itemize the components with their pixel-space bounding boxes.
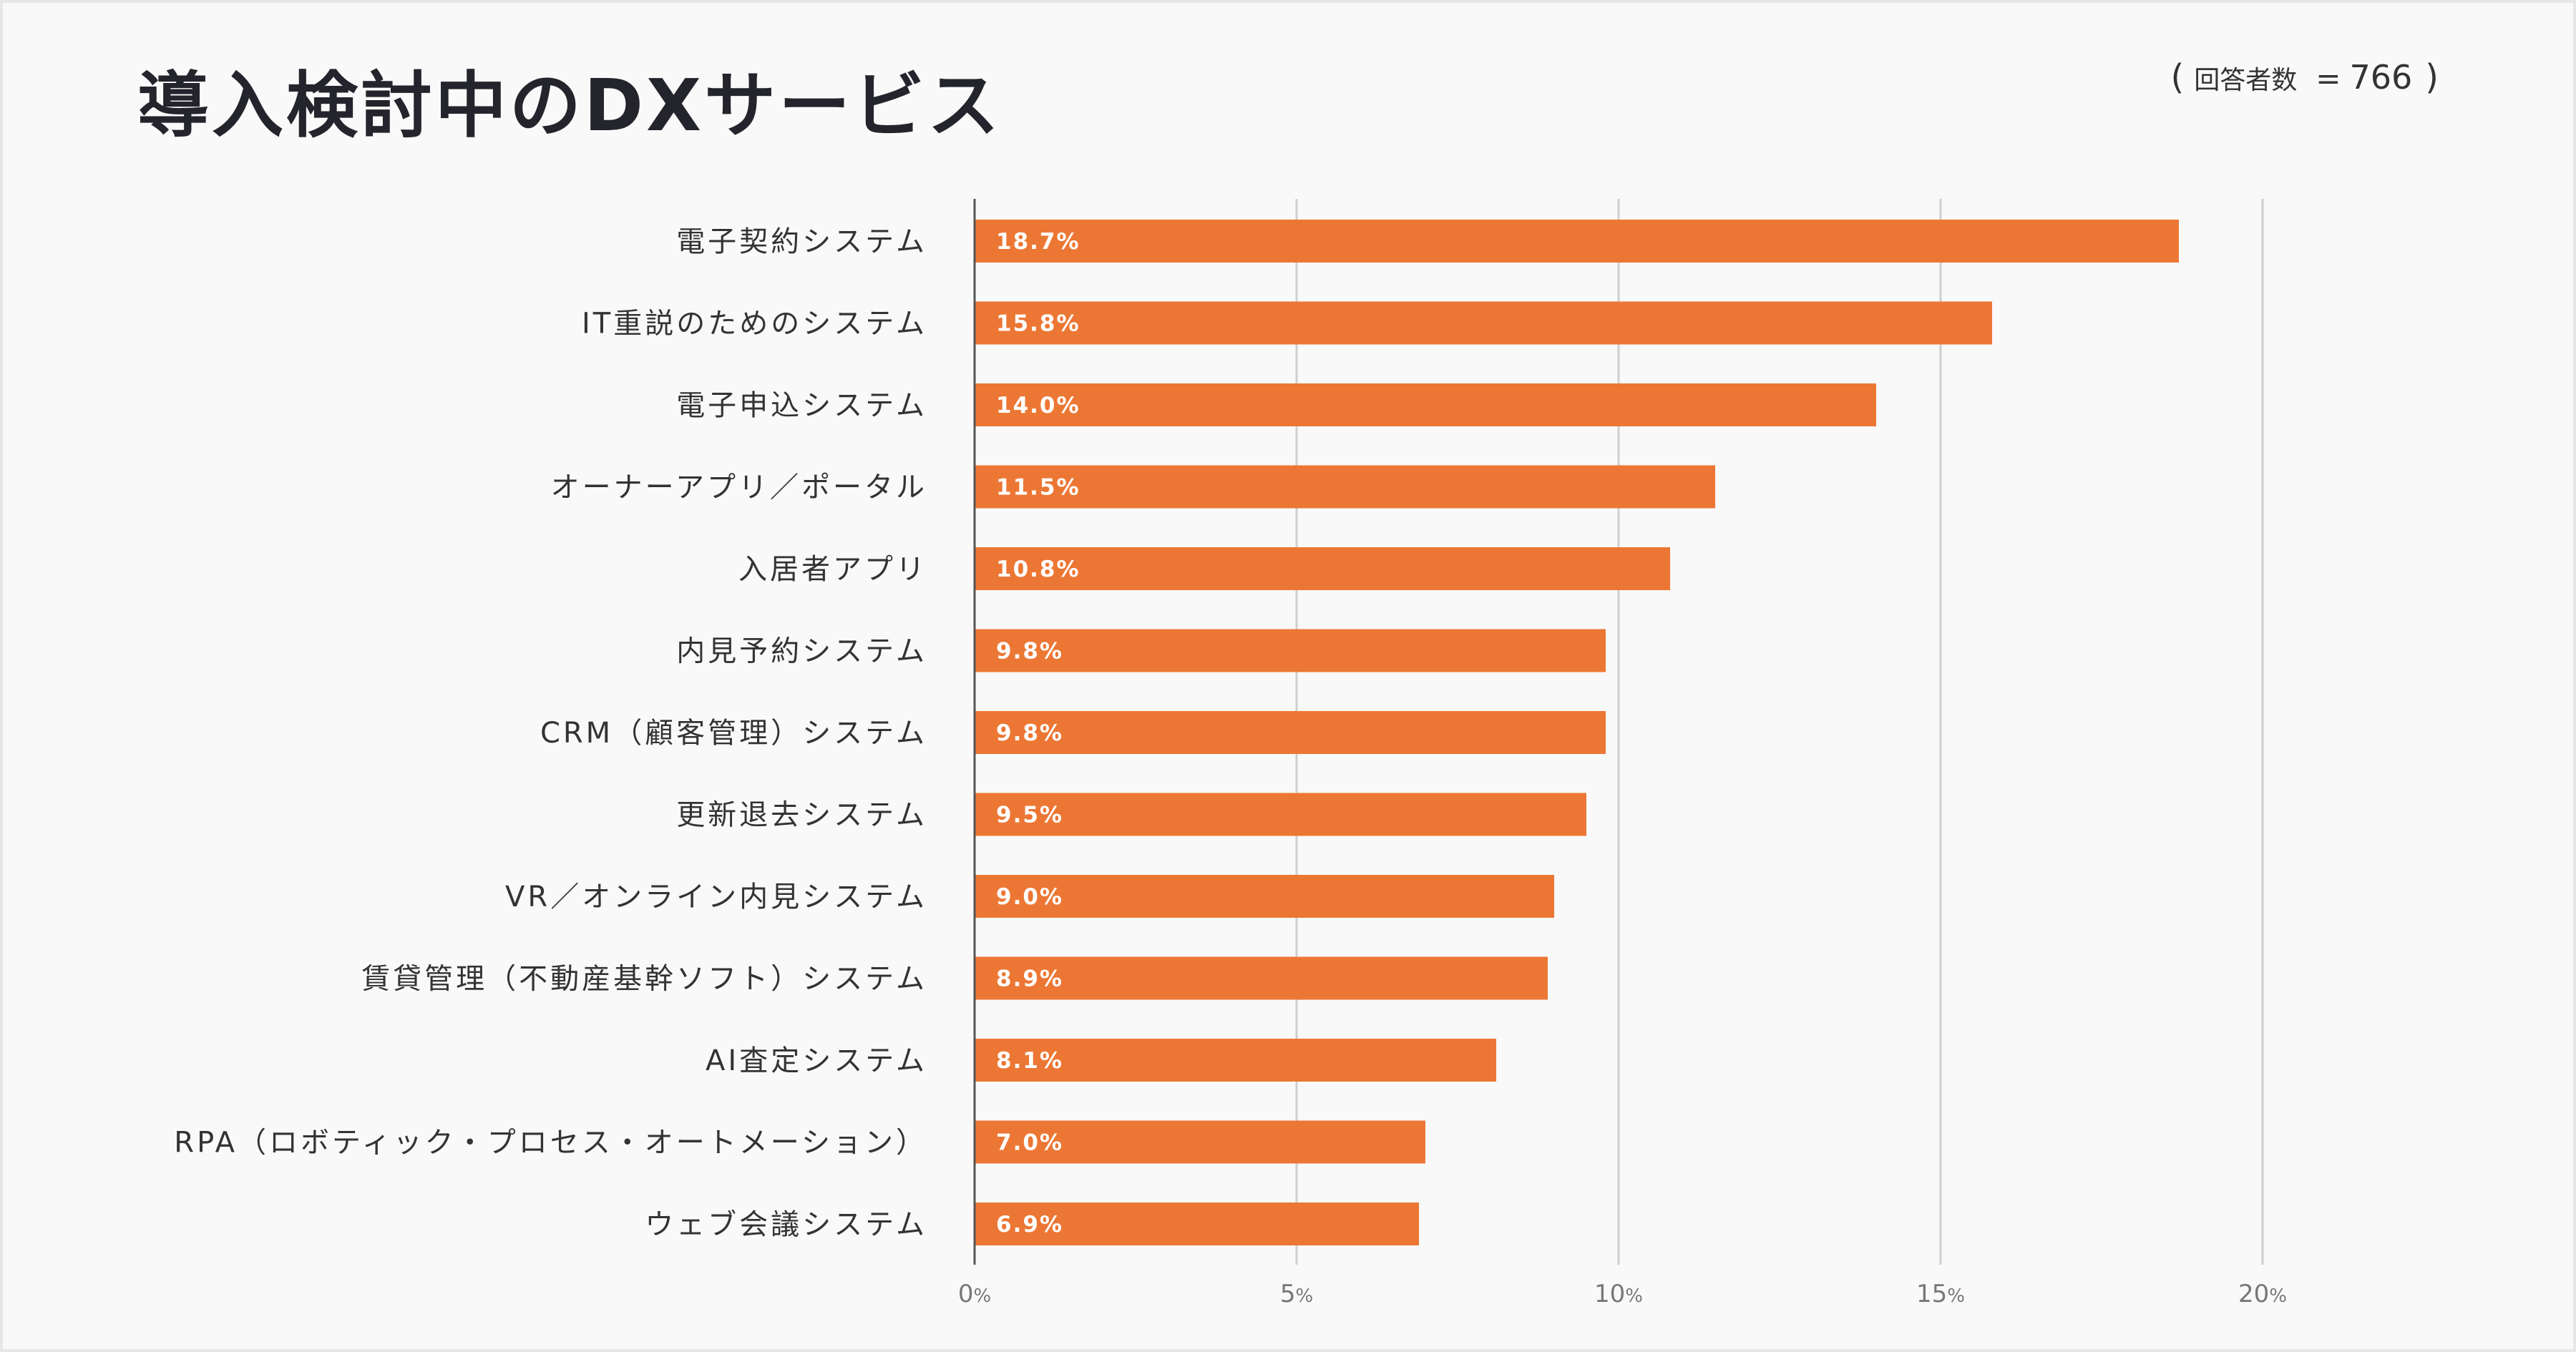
category-label: 賃貸管理（不動産基幹ソフト）システム: [361, 963, 927, 996]
bar: [975, 547, 1670, 590]
data-label: 15.8%: [996, 311, 1080, 337]
data-label: 14.0%: [996, 393, 1080, 418]
bar: [975, 1120, 1425, 1164]
bar: [975, 465, 1715, 509]
data-label: 9.0%: [996, 884, 1063, 910]
respondent-open-paren: (: [2170, 57, 2185, 97]
bar: [975, 875, 1554, 918]
x-tick-label: 20%: [2238, 1280, 2287, 1308]
bar: [975, 711, 1606, 754]
data-label: 10.8%: [996, 557, 1080, 582]
data-label: 11.5%: [996, 475, 1080, 501]
category-label: ウェブ会議システム: [645, 1208, 927, 1241]
bar: [975, 1202, 1419, 1245]
x-tick-label: 0%: [958, 1280, 991, 1308]
bar: [975, 956, 1548, 1000]
data-label: 8.9%: [996, 966, 1063, 992]
category-label: 入居者アプリ: [738, 553, 927, 586]
respondent-close-paren: ): [2425, 57, 2439, 97]
data-label: 9.5%: [996, 803, 1063, 828]
category-label: IT重説のためのシステム: [582, 308, 927, 341]
bar: [975, 793, 1586, 836]
category-label: オーナーアプリ／ポータル: [551, 471, 927, 504]
bar: [975, 220, 2179, 263]
bar: [975, 1039, 1496, 1082]
data-label: 9.8%: [996, 720, 1063, 746]
bar: [975, 383, 1876, 426]
chart-title: 導入検討中のDXサービス: [137, 64, 1002, 147]
respondent-equals: =: [2316, 61, 2341, 96]
category-label: 内見予約システム: [676, 635, 927, 668]
category-label: 更新退去システム: [676, 799, 927, 832]
data-label: 7.0%: [996, 1130, 1063, 1156]
category-label: CRM（顧客管理）システム: [540, 717, 927, 750]
data-label: 9.8%: [996, 639, 1063, 665]
category-label: AI査定システム: [706, 1044, 927, 1077]
data-label: 6.9%: [996, 1212, 1063, 1238]
x-tick-label: 15%: [1916, 1280, 1965, 1308]
category-label: VR／オンライン内見システム: [505, 881, 927, 913]
bar: [975, 301, 1992, 345]
respondent-label: 回答者数: [2194, 66, 2298, 95]
category-label: RPA（ロボティック・プロセス・オートメーション）: [174, 1127, 927, 1160]
data-label: 18.7%: [996, 229, 1080, 255]
bar: [975, 629, 1606, 672]
category-label: 電子契約システム: [676, 225, 927, 258]
x-tick-label: 10%: [1594, 1280, 1643, 1308]
x-tick-label: 5%: [1280, 1280, 1313, 1308]
data-label: 8.1%: [996, 1048, 1063, 1074]
respondent-value: 766: [2349, 58, 2413, 97]
category-label: 電子申込システム: [676, 389, 927, 422]
respondent-count: ( 回答者数 = 766 ): [2171, 57, 2439, 97]
